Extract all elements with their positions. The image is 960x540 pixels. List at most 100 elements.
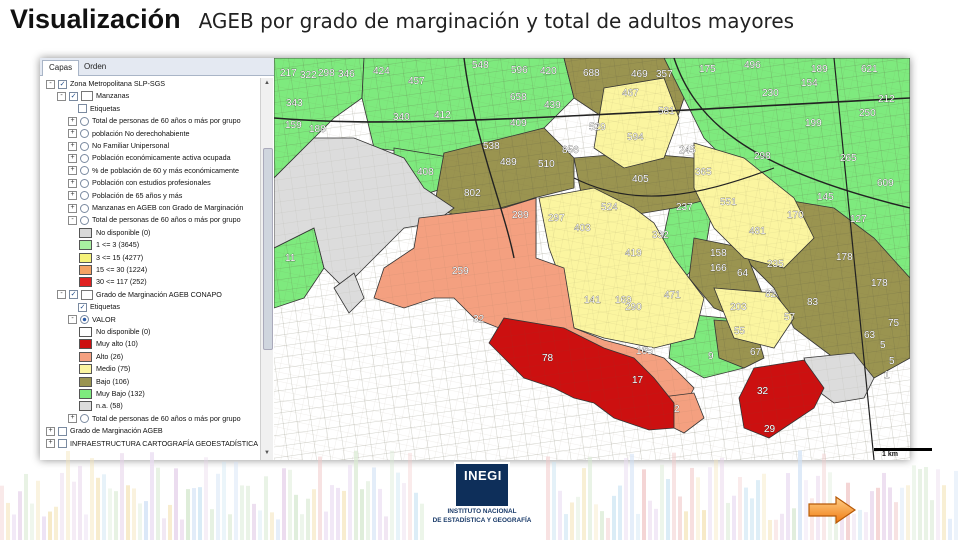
row-label: 1 <= 3 (3645) xyxy=(96,240,140,250)
expand-icon[interactable]: + xyxy=(68,414,77,424)
layer-row[interactable]: - ✓ Grado de Marginación AGEB CONAPO xyxy=(57,289,222,301)
legend-item: 30 <= 117 (252) xyxy=(79,276,147,288)
decorative-bar xyxy=(798,450,802,540)
layer-row[interactable]: ✓ Etiquetas xyxy=(68,301,120,313)
layer-row[interactable]: Etiquetas xyxy=(68,103,120,115)
collapse-icon[interactable]: - xyxy=(68,215,77,225)
ageb-label: 409 xyxy=(510,118,527,129)
layer-checkbox[interactable]: ✓ xyxy=(69,290,78,300)
collapse-icon[interactable]: - xyxy=(46,79,55,89)
decorative-bar xyxy=(90,458,94,540)
decorative-bar xyxy=(126,485,130,540)
ageb-label: 259 xyxy=(452,266,469,277)
layer-row[interactable]: + Total de personas de 60 años o más por … xyxy=(68,115,241,127)
layer-radio[interactable] xyxy=(80,129,89,139)
layer-row[interactable]: - ✓ Manzanas xyxy=(57,90,129,102)
legend-item: No disponible (0) xyxy=(79,227,150,239)
ageb-label: 529 xyxy=(589,122,606,133)
ageb-label: 29 xyxy=(764,424,776,435)
expand-icon[interactable]: + xyxy=(68,178,77,188)
collapse-icon[interactable]: - xyxy=(68,315,77,325)
decorative-bar xyxy=(768,519,772,540)
layer-row[interactable]: - Total de personas de 60 años o más por … xyxy=(68,214,241,226)
decorative-bar xyxy=(24,473,28,540)
layer-row[interactable]: - VALOR xyxy=(68,314,116,326)
layer-checkbox[interactable]: ✓ xyxy=(69,91,78,101)
legend-swatch xyxy=(79,376,92,387)
ageb-label: 489 xyxy=(500,157,517,168)
layer-row[interactable]: + Población económicamente activa ocupada xyxy=(68,152,231,164)
panel-scrollbar[interactable]: ▲ ▼ xyxy=(260,78,273,460)
scroll-down-icon[interactable]: ▼ xyxy=(264,450,270,456)
ageb-label: 420 xyxy=(540,66,557,77)
layer-row[interactable]: - ✓ Zona Metropolitana SLP-SGS xyxy=(46,78,165,90)
row-label: VALOR xyxy=(92,314,116,324)
decorative-bar xyxy=(306,498,310,540)
layer-row[interactable]: + Total de personas de 60 años o más por … xyxy=(68,413,241,425)
row-label: Población con estudios profesionales xyxy=(92,178,211,188)
layer-radio[interactable] xyxy=(80,203,89,213)
layer-radio[interactable] xyxy=(80,191,89,201)
expand-icon[interactable]: + xyxy=(68,129,77,139)
expand-icon[interactable]: + xyxy=(46,439,55,449)
decorative-bar xyxy=(726,502,730,540)
scroll-thumb[interactable] xyxy=(263,148,273,350)
expand-icon[interactable]: + xyxy=(68,166,77,176)
expand-icon[interactable]: + xyxy=(46,426,55,436)
expand-icon[interactable]: + xyxy=(68,191,77,201)
ageb-label: 621 xyxy=(861,64,878,75)
layer-radio[interactable] xyxy=(80,116,89,126)
tab-orden[interactable]: Orden xyxy=(84,62,107,71)
spacer-icon xyxy=(68,304,75,311)
layer-row[interactable]: + % de población de 60 y más económicamen… xyxy=(68,165,239,177)
collapse-icon[interactable]: - xyxy=(57,290,66,300)
decorative-bar xyxy=(774,519,778,540)
layer-radio[interactable] xyxy=(80,178,89,188)
legend-item: 15 <= 30 (1224) xyxy=(79,264,147,276)
layer-radio[interactable] xyxy=(80,141,89,151)
expand-icon[interactable]: + xyxy=(68,203,77,213)
map-view[interactable]: 217 322 298 346 424 548 596 420 688 469 357 175 496 1… xyxy=(274,58,910,460)
layer-row[interactable]: + Población con estudios profesionales xyxy=(68,177,211,189)
layer-row[interactable]: + Grado de Marginación AGEB xyxy=(46,425,163,437)
layer-checkbox[interactable]: ✓ xyxy=(58,79,67,89)
decorative-bar xyxy=(546,456,550,540)
row-label: % de población de 60 y más económicament… xyxy=(92,165,240,175)
ageb-label: 217 xyxy=(280,68,297,79)
ageb-label: 67 xyxy=(750,347,762,358)
expand-icon[interactable]: + xyxy=(68,141,77,151)
layer-row[interactable]: + Población de 65 años y más xyxy=(68,190,182,202)
ageb-label: 524 xyxy=(601,202,618,213)
decorative-bar xyxy=(396,472,400,540)
expand-icon[interactable]: + xyxy=(68,116,77,126)
legend-swatch xyxy=(79,401,92,412)
arrow-right-icon[interactable] xyxy=(806,494,858,526)
ageb-label: 405 xyxy=(632,174,649,185)
layer-checkbox[interactable] xyxy=(58,439,67,449)
layer-row[interactable]: + población No derechohabiente xyxy=(68,128,190,140)
layer-checkbox[interactable] xyxy=(58,426,67,436)
scale-label: 1 km xyxy=(882,451,898,458)
layer-radio[interactable] xyxy=(80,315,89,325)
layer-row[interactable]: + Manzanas en AGEB con Grado de Marginaci… xyxy=(68,202,243,214)
layer-radio[interactable] xyxy=(80,215,89,225)
decorative-bar xyxy=(576,496,580,540)
layer-row[interactable]: + No Familiar Unipersonal xyxy=(68,140,169,152)
layer-checkbox[interactable]: ✓ xyxy=(78,302,87,312)
tab-capas[interactable]: Capas xyxy=(42,60,80,76)
collapse-icon[interactable]: - xyxy=(57,91,66,101)
layer-radio[interactable] xyxy=(80,414,89,424)
layer-radio[interactable] xyxy=(80,166,89,176)
ageb-label: 469 xyxy=(631,69,648,80)
decorative-bar xyxy=(648,500,652,540)
layer-radio[interactable] xyxy=(80,153,89,163)
expand-icon[interactable]: + xyxy=(68,153,77,163)
decorative-bar xyxy=(750,498,754,540)
decorative-bar xyxy=(420,503,424,540)
scroll-up-icon[interactable]: ▲ xyxy=(264,80,270,86)
legend-swatch xyxy=(79,252,92,263)
decorative-bar xyxy=(918,469,922,540)
layer-checkbox[interactable] xyxy=(78,104,87,114)
layer-row[interactable]: + INFRAESTRUCTURA CARTOGRAFÍA GEOESTADÍST… xyxy=(46,438,258,450)
decorative-bar xyxy=(312,489,316,540)
